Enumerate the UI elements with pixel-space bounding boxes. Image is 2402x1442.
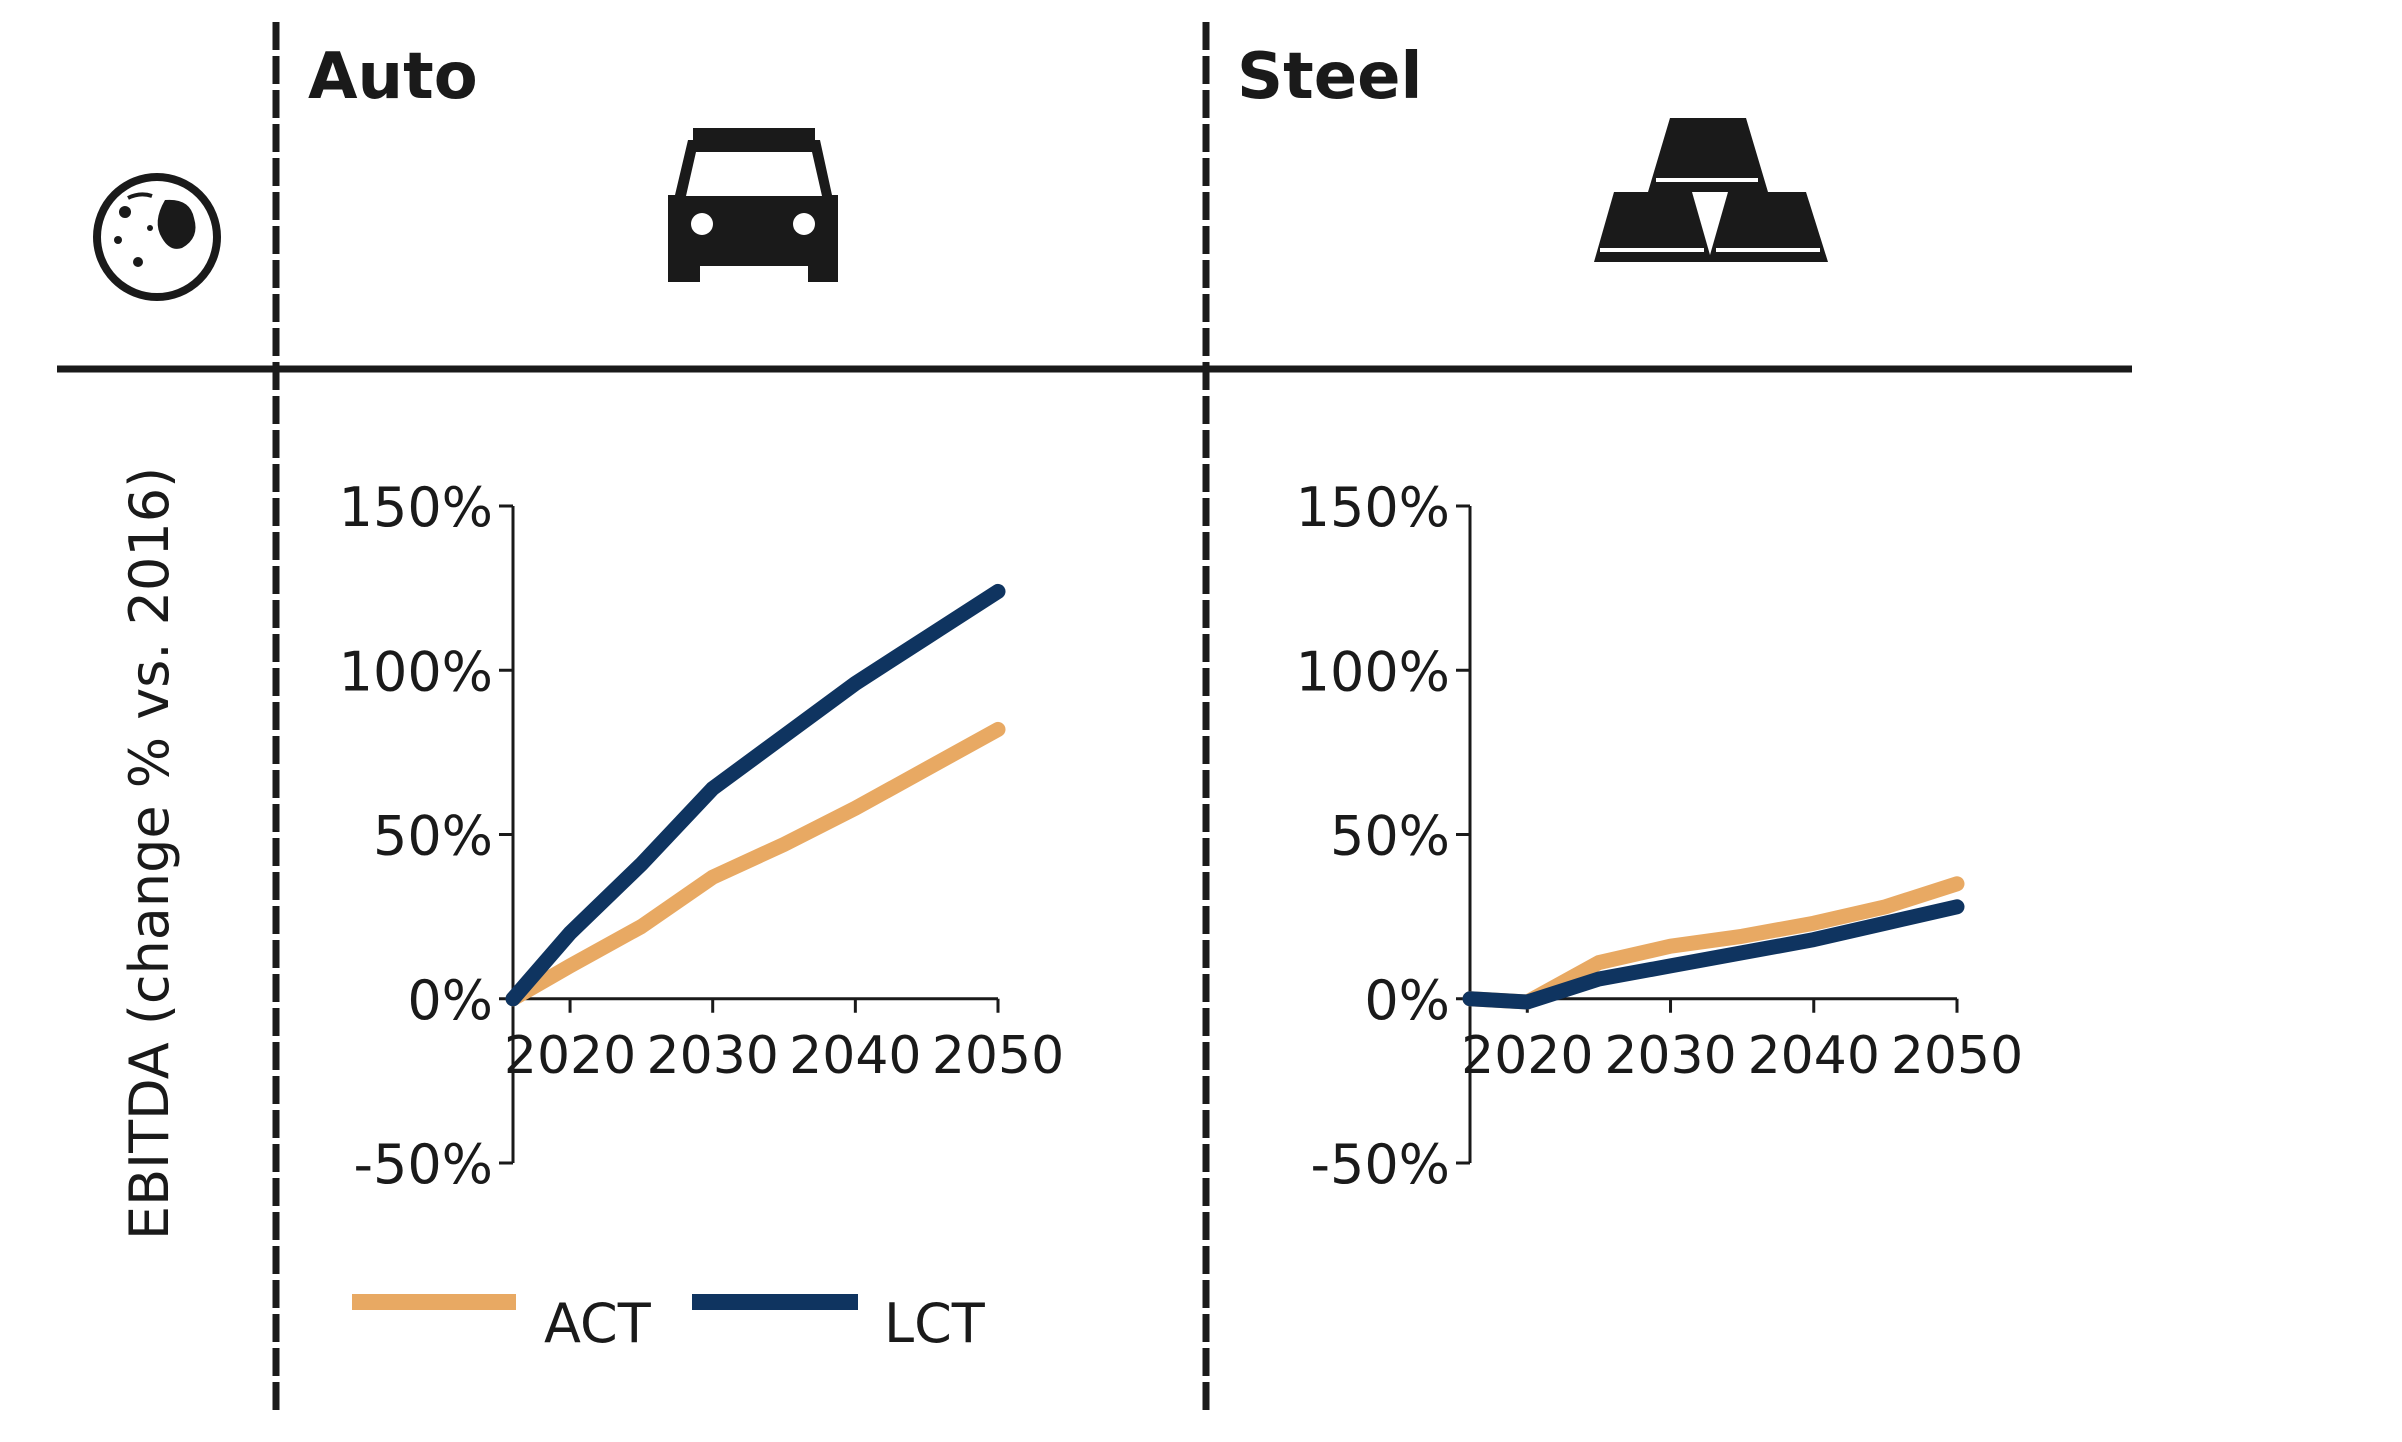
globe-icon: [93, 173, 221, 301]
legend-label-lct: LCT: [884, 1292, 986, 1355]
series-line-act: [505, 721, 1006, 1007]
y-tick-label: 150%: [1296, 476, 1450, 539]
y-tick-label: -50%: [353, 1133, 493, 1196]
x-tick-label: 2030: [647, 1026, 779, 1086]
legend-label-act: ACT: [544, 1292, 652, 1355]
steel-panel-title: Steel: [1237, 40, 1423, 114]
x-tick-label: 2020: [504, 1026, 636, 1086]
car-icon: [668, 128, 838, 282]
y-tick-label: -50%: [1310, 1133, 1450, 1196]
y-tick-label: 100%: [1296, 640, 1450, 703]
x-tick-label: 2020: [1461, 1026, 1593, 1086]
y-tick-label: 50%: [1330, 805, 1450, 868]
steel-ingots-icon: [1594, 118, 1828, 262]
x-tick-label: 2050: [1891, 1026, 2023, 1086]
x-tick-label: 2040: [789, 1026, 921, 1086]
x-tick-label: 2040: [1748, 1026, 1880, 1086]
series-line-lct: [1462, 899, 1965, 1010]
y-tick-label: 100%: [339, 640, 493, 703]
y-tick-label: 0%: [407, 969, 493, 1032]
auto-panel-title: Auto: [308, 40, 478, 114]
y-tick-label: 150%: [339, 476, 493, 539]
series-line-lct: [505, 583, 1006, 1007]
x-tick-label: 2030: [1604, 1026, 1736, 1086]
y-tick-label: 50%: [373, 805, 493, 868]
y-tick-label: 0%: [1364, 969, 1450, 1032]
x-tick-label: 2050: [932, 1026, 1064, 1086]
